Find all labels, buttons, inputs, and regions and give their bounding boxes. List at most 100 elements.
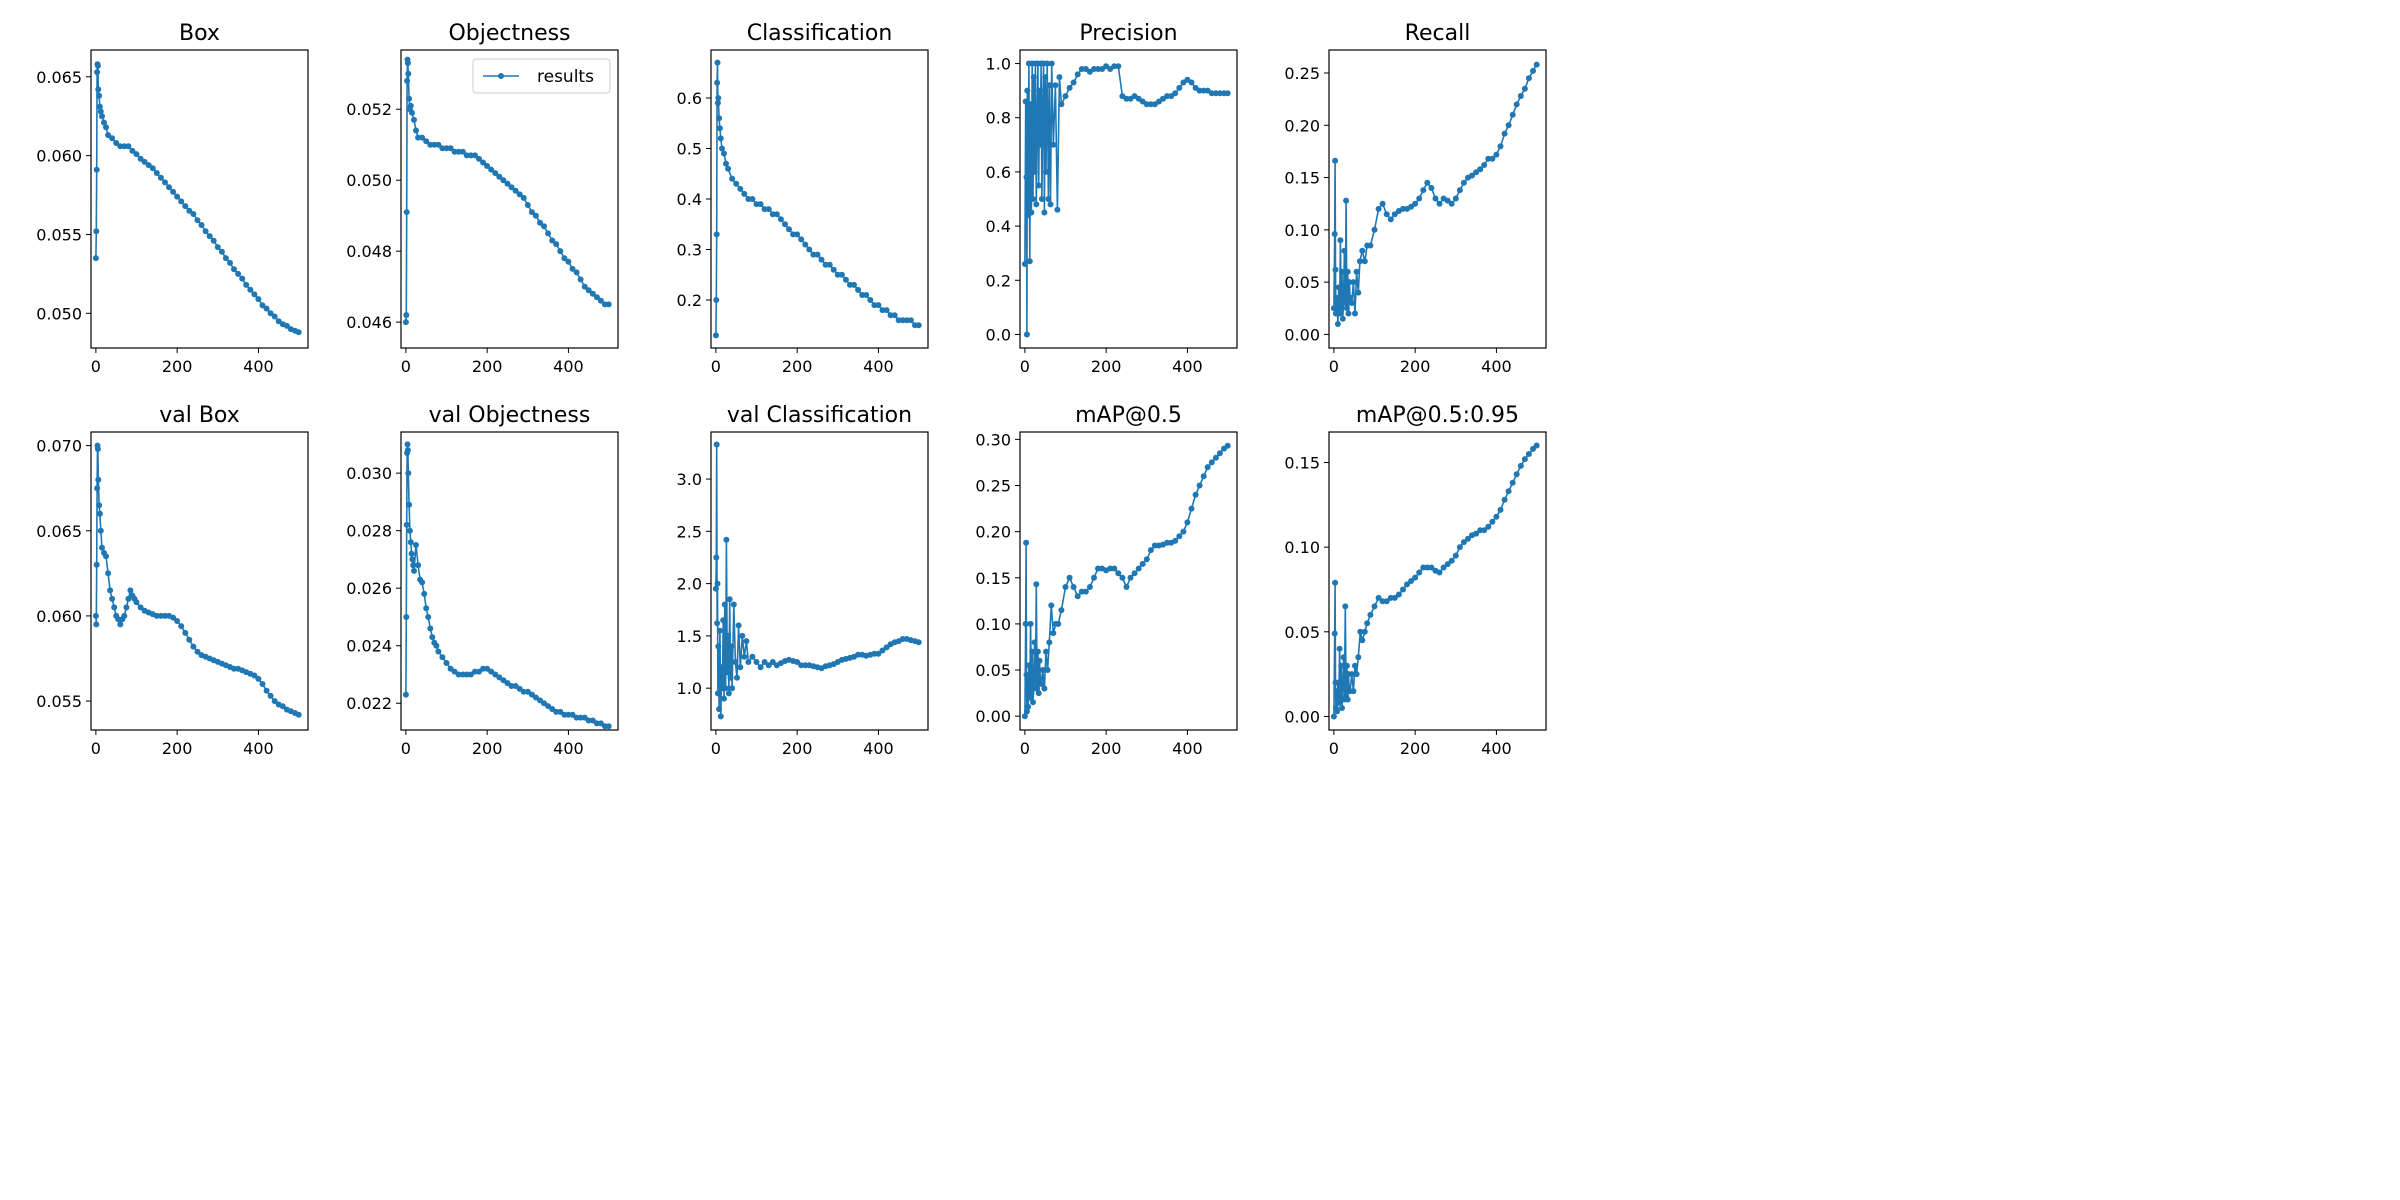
data-point [1505, 488, 1512, 495]
data-point [267, 310, 274, 317]
data-point [137, 604, 144, 611]
y-tick-label: 0.070 [36, 437, 82, 456]
data-point [1023, 708, 1030, 715]
data-point [520, 194, 527, 201]
y-tick-label: 0.065 [36, 68, 82, 87]
data-point [715, 643, 722, 650]
data-point [714, 59, 721, 66]
data-point [149, 165, 156, 172]
data-point [1055, 620, 1062, 627]
data-point [271, 698, 278, 705]
data-point [1033, 201, 1040, 208]
y-tick-label: 0.3 [677, 241, 702, 260]
data-point [1023, 671, 1030, 678]
data-point [1331, 231, 1338, 237]
series-results [1021, 60, 1231, 338]
data-point [814, 251, 821, 258]
data-point [1416, 569, 1423, 576]
data-point [1345, 310, 1352, 317]
y-tick-label: 3.0 [677, 470, 702, 489]
data-point [1356, 258, 1363, 265]
data-point [1361, 258, 1368, 265]
data-point [99, 544, 105, 551]
data-point [467, 152, 474, 159]
data-point [423, 605, 430, 612]
data-point [753, 201, 760, 208]
y-tick-label: 0.048 [346, 242, 392, 261]
data-point [1391, 594, 1398, 601]
data-point [887, 312, 894, 319]
data-point [714, 79, 721, 86]
data-point [166, 184, 172, 191]
data-point [1424, 179, 1431, 186]
data-point [863, 292, 870, 298]
data-point [271, 313, 278, 320]
data-point [716, 706, 723, 713]
data-point [415, 562, 422, 569]
data-point [838, 271, 845, 278]
x-tick-label: 400 [243, 357, 274, 376]
subplot-10: mAP@0.5:0.95 0 200 400 0.00 0.05 0.10 0.15 [1284, 403, 1547, 758]
data-point [714, 690, 721, 697]
data-point [1412, 200, 1419, 207]
data-point [231, 665, 237, 672]
data-point [1026, 694, 1033, 701]
data-point [1184, 519, 1191, 526]
data-point [1391, 211, 1398, 218]
data-point [1127, 574, 1134, 581]
data-point [721, 601, 728, 608]
data-point [1164, 93, 1171, 100]
data-point [259, 302, 266, 309]
data-point [178, 623, 185, 630]
data-point [725, 690, 732, 697]
data-point [443, 660, 450, 666]
data-point [1513, 101, 1520, 108]
data-point [218, 248, 225, 255]
data-point [1340, 294, 1347, 301]
data-point [1188, 79, 1195, 86]
data-point [1521, 456, 1528, 463]
data-point [480, 159, 487, 166]
data-point [875, 302, 882, 309]
data-point [1208, 459, 1215, 466]
data-point [1048, 602, 1055, 609]
data-point [1135, 565, 1142, 572]
data-point [1501, 130, 1508, 137]
subplot-title: Recall [1405, 21, 1471, 46]
data-point [1119, 574, 1126, 581]
data-point [1172, 537, 1179, 544]
data-point [728, 643, 735, 650]
data-point [842, 276, 849, 283]
data-point [1070, 584, 1077, 590]
data-point [182, 629, 189, 636]
legend: results [472, 58, 611, 94]
data-point [178, 198, 185, 205]
data-point [1481, 162, 1488, 168]
data-point [1023, 174, 1030, 181]
data-point [239, 275, 246, 282]
data-point [1341, 247, 1348, 254]
y-tick-label: 0.5 [677, 139, 702, 158]
data-point [121, 143, 128, 150]
x-tick-label: 0 [401, 739, 411, 758]
data-point [194, 217, 201, 224]
data-point [1367, 242, 1374, 249]
data-point [1022, 620, 1029, 627]
data-point [714, 100, 721, 106]
data-point [1196, 482, 1203, 489]
subplot-title: Precision [1079, 21, 1177, 46]
data-point [589, 290, 596, 297]
data-point [1037, 676, 1044, 683]
data-point [745, 659, 752, 665]
data-point [1151, 542, 1158, 549]
data-point [101, 119, 107, 126]
data-point [1172, 90, 1179, 97]
series-line [1333, 444, 1538, 717]
data-point [1344, 268, 1351, 275]
data-point [93, 621, 100, 628]
data-point [94, 69, 101, 76]
data-point [1400, 586, 1406, 593]
data-point [410, 562, 417, 569]
data-point [411, 567, 417, 574]
data-point [729, 175, 736, 182]
